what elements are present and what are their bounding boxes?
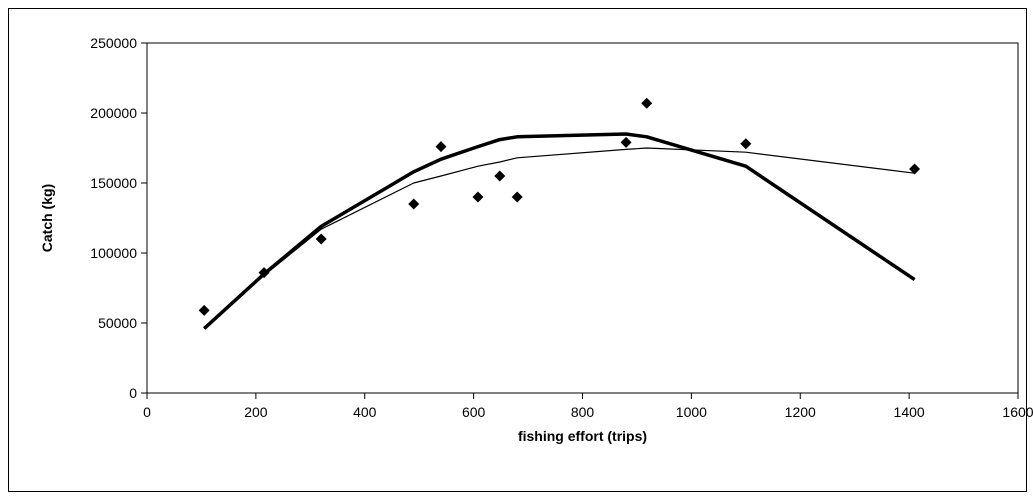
x-tick-label: 800 [571,404,595,420]
data-point-diamond [909,163,921,175]
data-point-diamond [435,141,447,153]
x-tick-label: 200 [244,404,268,420]
x-tick-label: 400 [353,404,377,420]
data-point-diamond [472,191,484,203]
data-point-diamond [258,267,270,279]
x-tick-label: 1000 [676,404,707,420]
y-tick-label: 50000 [98,315,137,331]
fitted-line-thick [203,132,916,330]
data-point-diamond [740,138,752,150]
data-point-diamond [620,136,632,148]
x-axis-title: fishing effort (trips) [518,428,647,444]
y-tick-label: 100000 [90,245,137,261]
data-point-diamond [641,97,653,109]
fitted-line-thin [203,147,915,330]
y-axis-title: Catch (kg) [39,184,55,252]
data-point-diamond [198,304,210,316]
data-point-diamond [494,170,506,182]
data-point-diamond [511,191,523,203]
x-tick-label: 1400 [894,404,925,420]
data-point-diamond [315,233,327,245]
x-tick-label: 0 [143,404,151,420]
x-tick-label: 600 [462,404,486,420]
data-point-diamond [408,198,420,210]
y-axis-ticks: 0 50000 100000 150000 200000 250000 [90,35,147,401]
x-tick-label: 1600 [1002,404,1033,420]
plot-border [146,42,1019,394]
chart-frame [8,8,1027,492]
y-tick-label: 200000 [90,105,137,121]
y-tick-label: 150000 [90,175,137,191]
plot-area [146,42,1019,394]
y-tick-label: 250000 [90,35,137,51]
y-tick-label: 0 [129,385,137,401]
x-tick-label: 1200 [785,404,816,420]
series-layer [198,97,921,330]
x-axis-ticks: 0 200 400 600 800 1000 1200 1400 1600 [143,393,1033,420]
